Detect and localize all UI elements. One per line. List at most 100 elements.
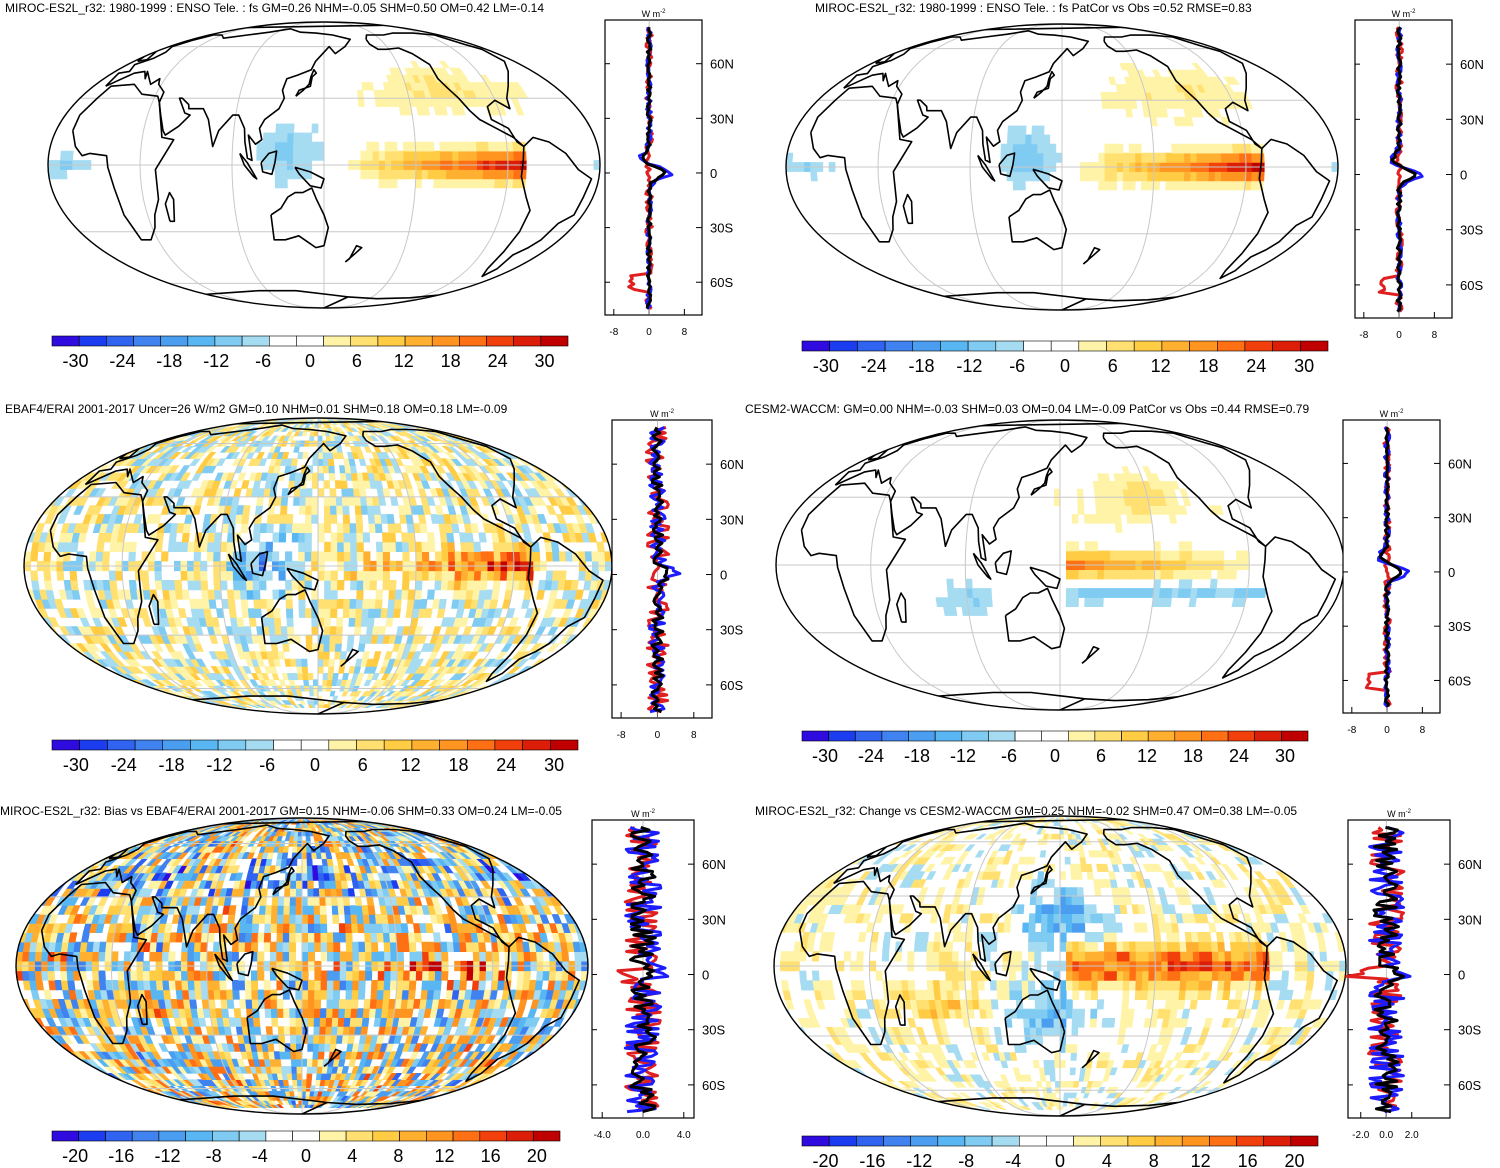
coastline-borneo — [260, 150, 278, 176]
colorbar-swatch — [399, 1130, 427, 1142]
coastline-africa — [800, 482, 907, 642]
panel-title: MIROC-ES2L_r32: 1980-1999 : ENSO Tele. :… — [815, 1, 1252, 15]
lat-tick-label: 30N — [710, 111, 734, 126]
colorbar-label: 0 — [305, 351, 315, 371]
panel-5: MIROC-ES2L_r32: Bias vs EBAF4/ERAI 2001-… — [0, 804, 726, 1166]
colorbar-label: -8 — [206, 1146, 222, 1166]
colorbar-swatch — [1189, 340, 1218, 352]
colorbar-swatch — [190, 739, 219, 751]
panel-title: CESM2-WACCM: GM=0.00 NHM=-0.03 SHM=0.03 … — [745, 402, 1309, 416]
coastline-newguinea — [1032, 168, 1063, 191]
colorbar-swatch — [345, 1130, 374, 1142]
coastline-japan — [272, 866, 295, 896]
colorbar-label: 12 — [1151, 356, 1171, 376]
coastline-borneo — [998, 152, 1016, 178]
colorbar-swatch — [486, 335, 515, 347]
coastline-northamerica — [1102, 430, 1267, 548]
coastline-newzealand — [344, 244, 363, 263]
coastline-borneo — [250, 550, 269, 577]
colorbar-swatch — [131, 1130, 160, 1142]
units-main: W m — [1387, 809, 1406, 819]
colorbar-swatch — [187, 335, 216, 347]
colorbar-swatch — [51, 1130, 80, 1142]
colorbar-swatch — [801, 730, 829, 742]
coastline-newguinea — [1029, 566, 1061, 590]
x-tick-label: -8 — [1359, 330, 1368, 341]
colorbar-swatch — [241, 335, 270, 347]
colorbar-label: 0 — [301, 1146, 311, 1166]
colorbar-label: 24 — [488, 351, 508, 371]
profile-units: W m-2 — [650, 409, 674, 419]
colorbar-swatch — [1068, 730, 1096, 742]
colorbar-swatch — [549, 739, 579, 751]
colorbar-swatch — [1050, 340, 1080, 352]
colorbar-label: 24 — [496, 755, 516, 775]
coastline-northamerica — [1103, 34, 1263, 150]
coastline-iceland — [892, 40, 909, 45]
lat-tick-label: 30S — [710, 221, 733, 236]
x-tick-label: 8 — [682, 327, 688, 338]
colorbar-swatch — [1209, 1135, 1237, 1147]
colorbar-swatch — [452, 1130, 481, 1142]
colorbar-label: -20 — [812, 1151, 838, 1168]
coastline-newzealand — [340, 648, 359, 668]
lat-tick-label: 30S — [702, 1023, 725, 1038]
x-tick-label: 2.0 — [1405, 1130, 1419, 1141]
colorbar-swatch — [964, 1135, 993, 1147]
colorbar-label: -30 — [62, 351, 88, 371]
map — [24, 418, 612, 714]
colorbar-label: -18 — [158, 755, 184, 775]
coastline-borneo — [994, 550, 1013, 576]
x-tick-label: 8 — [691, 730, 697, 741]
coastline-madagascar — [164, 191, 176, 223]
field-shading — [778, 817, 1346, 1110]
colorbar: -30 -24 -18 -12 -6 0 6 12 18 24 30 — [801, 730, 1309, 766]
lat-tick-label: 60N — [1448, 456, 1472, 471]
zonal-total-curve — [1390, 26, 1417, 313]
colorbar-swatch — [532, 1130, 561, 1142]
colorbar-swatch — [988, 730, 1016, 742]
coastline-newguinea — [286, 567, 319, 591]
zonal-total-curve — [641, 27, 667, 309]
coastline-japan — [295, 68, 318, 97]
coastline-newguinea — [271, 967, 303, 991]
coastline-southamerica — [481, 136, 593, 278]
colorbar-swatch — [881, 730, 909, 742]
coastline-sumatra — [977, 154, 996, 182]
coastline-newzealand — [1082, 246, 1101, 265]
lat-tick-label: 60N — [1458, 857, 1482, 872]
colorbar-swatch — [934, 730, 963, 742]
lat-tick-label: 60N — [720, 457, 744, 472]
colorbar-swatch — [106, 335, 134, 347]
x-tick-label: 0 — [646, 327, 652, 338]
coastline-newzealand — [1081, 645, 1100, 665]
colorbar: -20 -16 -12 -8 -4 0 4 8 12 16 20 — [801, 1135, 1319, 1168]
colorbar-label: -20 — [62, 1146, 88, 1166]
lat-tick-label: 30S — [1458, 1023, 1481, 1038]
colorbar-swatch — [1244, 340, 1273, 352]
colorbar-label: -6 — [1009, 356, 1025, 376]
profile-units: W m-2 — [642, 9, 666, 19]
colorbar-swatch — [300, 739, 330, 751]
profile-units: W m-2 — [1392, 9, 1416, 19]
colorbar-swatch — [411, 739, 440, 751]
lat-tick-label: 0 — [1448, 565, 1455, 580]
colorbar-swatch — [1147, 730, 1176, 742]
x-tick-label: 0 — [1396, 330, 1402, 341]
coastline-greenland — [1220, 40, 1237, 50]
colorbar-swatch — [107, 739, 136, 751]
colorbar-swatch — [217, 739, 247, 751]
colorbar-swatch — [431, 335, 460, 347]
panel-2: MIROC-ES2L_r32: 1980-1999 : ENSO Tele. :… — [785, 1, 1484, 376]
colorbar-swatch — [1121, 730, 1149, 742]
zonal-ocean-curve — [648, 426, 682, 714]
colorbar-swatch — [1227, 730, 1255, 742]
map-border — [15, 817, 589, 1115]
map-border — [47, 21, 601, 309]
x-tick-label: 0 — [655, 730, 661, 741]
colorbar-swatch — [1174, 730, 1202, 742]
colorbar-swatch — [995, 340, 1024, 352]
colorbar-swatch — [857, 340, 886, 352]
coastline-newzealand — [323, 1048, 342, 1068]
coastline-australia — [1004, 989, 1066, 1054]
